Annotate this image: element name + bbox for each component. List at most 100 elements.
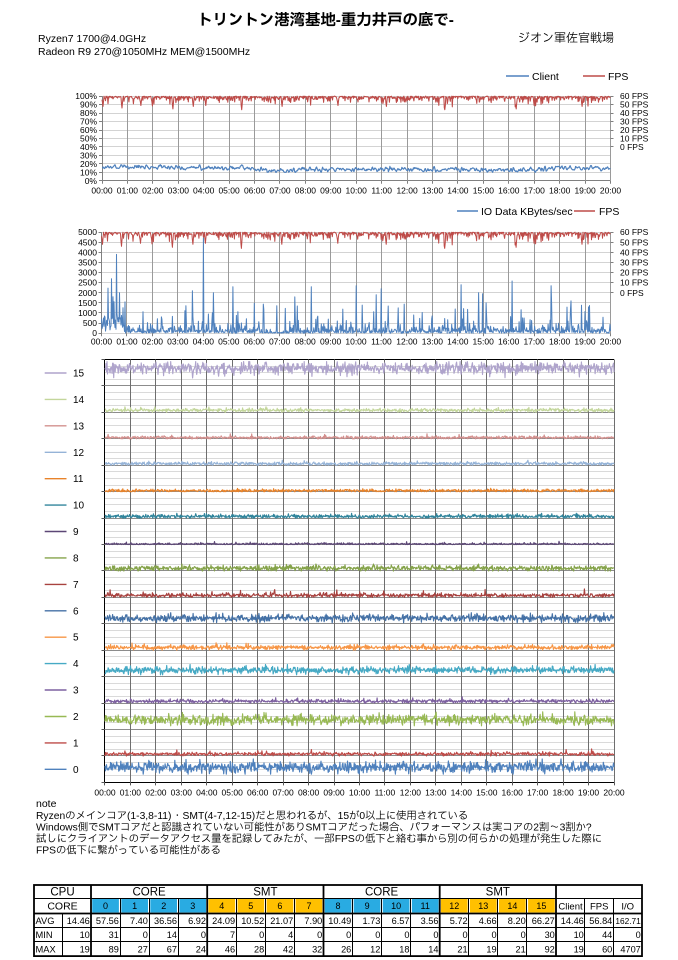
svg-text:3500: 3500 bbox=[78, 258, 97, 268]
svg-text:13:00: 13:00 bbox=[422, 337, 444, 347]
svg-text:21: 21 bbox=[457, 944, 467, 954]
svg-text:14: 14 bbox=[507, 901, 517, 911]
svg-text:50 FPS: 50 FPS bbox=[620, 100, 649, 110]
svg-text:05:00: 05:00 bbox=[218, 186, 240, 196]
svg-text:0: 0 bbox=[433, 930, 438, 940]
svg-text:44: 44 bbox=[602, 930, 612, 940]
svg-text:12: 12 bbox=[449, 901, 459, 911]
svg-text:0: 0 bbox=[317, 930, 322, 940]
svg-text:40%: 40% bbox=[80, 142, 97, 152]
svg-text:13: 13 bbox=[478, 901, 488, 911]
svg-text:16:00: 16:00 bbox=[502, 788, 524, 798]
svg-text:30: 30 bbox=[545, 930, 555, 940]
svg-text:10: 10 bbox=[80, 930, 90, 940]
svg-text:8: 8 bbox=[73, 553, 79, 564]
svg-text:1500: 1500 bbox=[78, 298, 97, 308]
svg-text:07:00: 07:00 bbox=[269, 337, 291, 347]
svg-text:0 FPS: 0 FPS bbox=[620, 142, 644, 152]
svg-text:07:00: 07:00 bbox=[269, 186, 291, 196]
svg-text:20%: 20% bbox=[80, 159, 97, 169]
svg-text:14:00: 14:00 bbox=[447, 337, 469, 347]
svg-text:15: 15 bbox=[536, 901, 546, 911]
svg-text:14:00: 14:00 bbox=[447, 186, 469, 196]
svg-text:19: 19 bbox=[486, 944, 496, 954]
svg-text:30 FPS: 30 FPS bbox=[620, 258, 649, 268]
svg-text:5: 5 bbox=[73, 633, 79, 644]
svg-text:20 FPS: 20 FPS bbox=[620, 268, 649, 278]
svg-text:2: 2 bbox=[533, 823, 539, 834]
svg-text:4.66: 4.66 bbox=[479, 916, 497, 926]
svg-text:27: 27 bbox=[138, 944, 148, 954]
svg-text:14: 14 bbox=[73, 395, 85, 406]
svg-text:4: 4 bbox=[73, 659, 79, 670]
svg-text:MAX: MAX bbox=[36, 944, 56, 954]
svg-text:9: 9 bbox=[73, 527, 79, 538]
svg-text:12:00: 12:00 bbox=[400, 788, 422, 798]
svg-text:66.27: 66.27 bbox=[532, 916, 555, 926]
svg-text:I/O: I/O bbox=[621, 902, 634, 913]
svg-text:2: 2 bbox=[73, 712, 79, 723]
svg-text:2: 2 bbox=[161, 901, 166, 911]
svg-text:17:00: 17:00 bbox=[527, 788, 549, 798]
svg-text:19: 19 bbox=[574, 944, 584, 954]
svg-text:3: 3 bbox=[190, 901, 195, 911]
svg-text:SMT: SMT bbox=[306, 823, 328, 834]
svg-text:1: 1 bbox=[132, 901, 137, 911]
svg-text:7: 7 bbox=[230, 930, 235, 940]
svg-text:0%: 0% bbox=[85, 176, 98, 186]
svg-text:36.56: 36.56 bbox=[154, 916, 177, 926]
svg-text:32: 32 bbox=[312, 944, 322, 954]
svg-text:CORE: CORE bbox=[47, 901, 77, 913]
svg-text:0: 0 bbox=[375, 930, 380, 940]
svg-text:0: 0 bbox=[92, 328, 97, 338]
svg-text:(1-3,8-11): (1-3,8-11) bbox=[127, 811, 171, 822]
svg-text:15: 15 bbox=[338, 811, 350, 822]
svg-text:09:00: 09:00 bbox=[320, 337, 342, 347]
svg-text:00:00: 00:00 bbox=[91, 186, 113, 196]
svg-text:7: 7 bbox=[73, 580, 79, 591]
svg-text:0: 0 bbox=[462, 930, 467, 940]
svg-text:31: 31 bbox=[109, 930, 119, 940]
svg-text:7.40: 7.40 bbox=[130, 916, 148, 926]
svg-text:1000: 1000 bbox=[78, 308, 97, 318]
svg-text:06:00: 06:00 bbox=[244, 337, 266, 347]
svg-text:18:00: 18:00 bbox=[549, 186, 571, 196]
svg-text:60%: 60% bbox=[80, 125, 97, 135]
svg-text:11: 11 bbox=[421, 901, 430, 911]
svg-text:CORE: CORE bbox=[365, 887, 399, 899]
svg-text:FPS: FPS bbox=[335, 834, 355, 845]
svg-text:40 FPS: 40 FPS bbox=[620, 108, 649, 118]
svg-text:92: 92 bbox=[545, 944, 555, 954]
svg-text:56.84: 56.84 bbox=[589, 916, 612, 926]
svg-text:6: 6 bbox=[73, 606, 79, 617]
svg-text:IO Data KBytes/sec: IO Data KBytes/sec bbox=[481, 206, 573, 218]
svg-text:04:00: 04:00 bbox=[193, 337, 215, 347]
svg-text:5.72: 5.72 bbox=[450, 916, 468, 926]
svg-text:02:00: 02:00 bbox=[145, 788, 167, 798]
svg-text:03:00: 03:00 bbox=[168, 186, 190, 196]
svg-text:42: 42 bbox=[283, 944, 293, 954]
svg-text:09:00: 09:00 bbox=[323, 788, 345, 798]
svg-text:-: - bbox=[449, 12, 454, 29]
svg-text:05:00: 05:00 bbox=[218, 337, 240, 347]
svg-text:3: 3 bbox=[560, 823, 566, 834]
svg-text:46: 46 bbox=[225, 944, 235, 954]
svg-text:03:00: 03:00 bbox=[171, 788, 193, 798]
svg-text:14.46: 14.46 bbox=[67, 916, 90, 926]
svg-text:0: 0 bbox=[201, 930, 206, 940]
svg-text:0: 0 bbox=[521, 930, 526, 940]
svg-text:60 FPS: 60 FPS bbox=[620, 227, 649, 237]
svg-text:Ryzen: Ryzen bbox=[36, 811, 65, 822]
svg-text:4000: 4000 bbox=[78, 247, 97, 257]
svg-text:04:00: 04:00 bbox=[196, 788, 218, 798]
svg-text:FPS: FPS bbox=[590, 902, 608, 913]
svg-text:7.90: 7.90 bbox=[304, 916, 322, 926]
svg-text:500: 500 bbox=[83, 318, 97, 328]
svg-text:10: 10 bbox=[391, 901, 401, 911]
svg-text:3.56: 3.56 bbox=[421, 916, 439, 926]
svg-text:21: 21 bbox=[515, 944, 525, 954]
svg-text:19:00: 19:00 bbox=[574, 186, 596, 196]
svg-text:14: 14 bbox=[167, 930, 177, 940]
svg-text:8.20: 8.20 bbox=[508, 916, 526, 926]
svg-text:10%: 10% bbox=[80, 167, 97, 177]
